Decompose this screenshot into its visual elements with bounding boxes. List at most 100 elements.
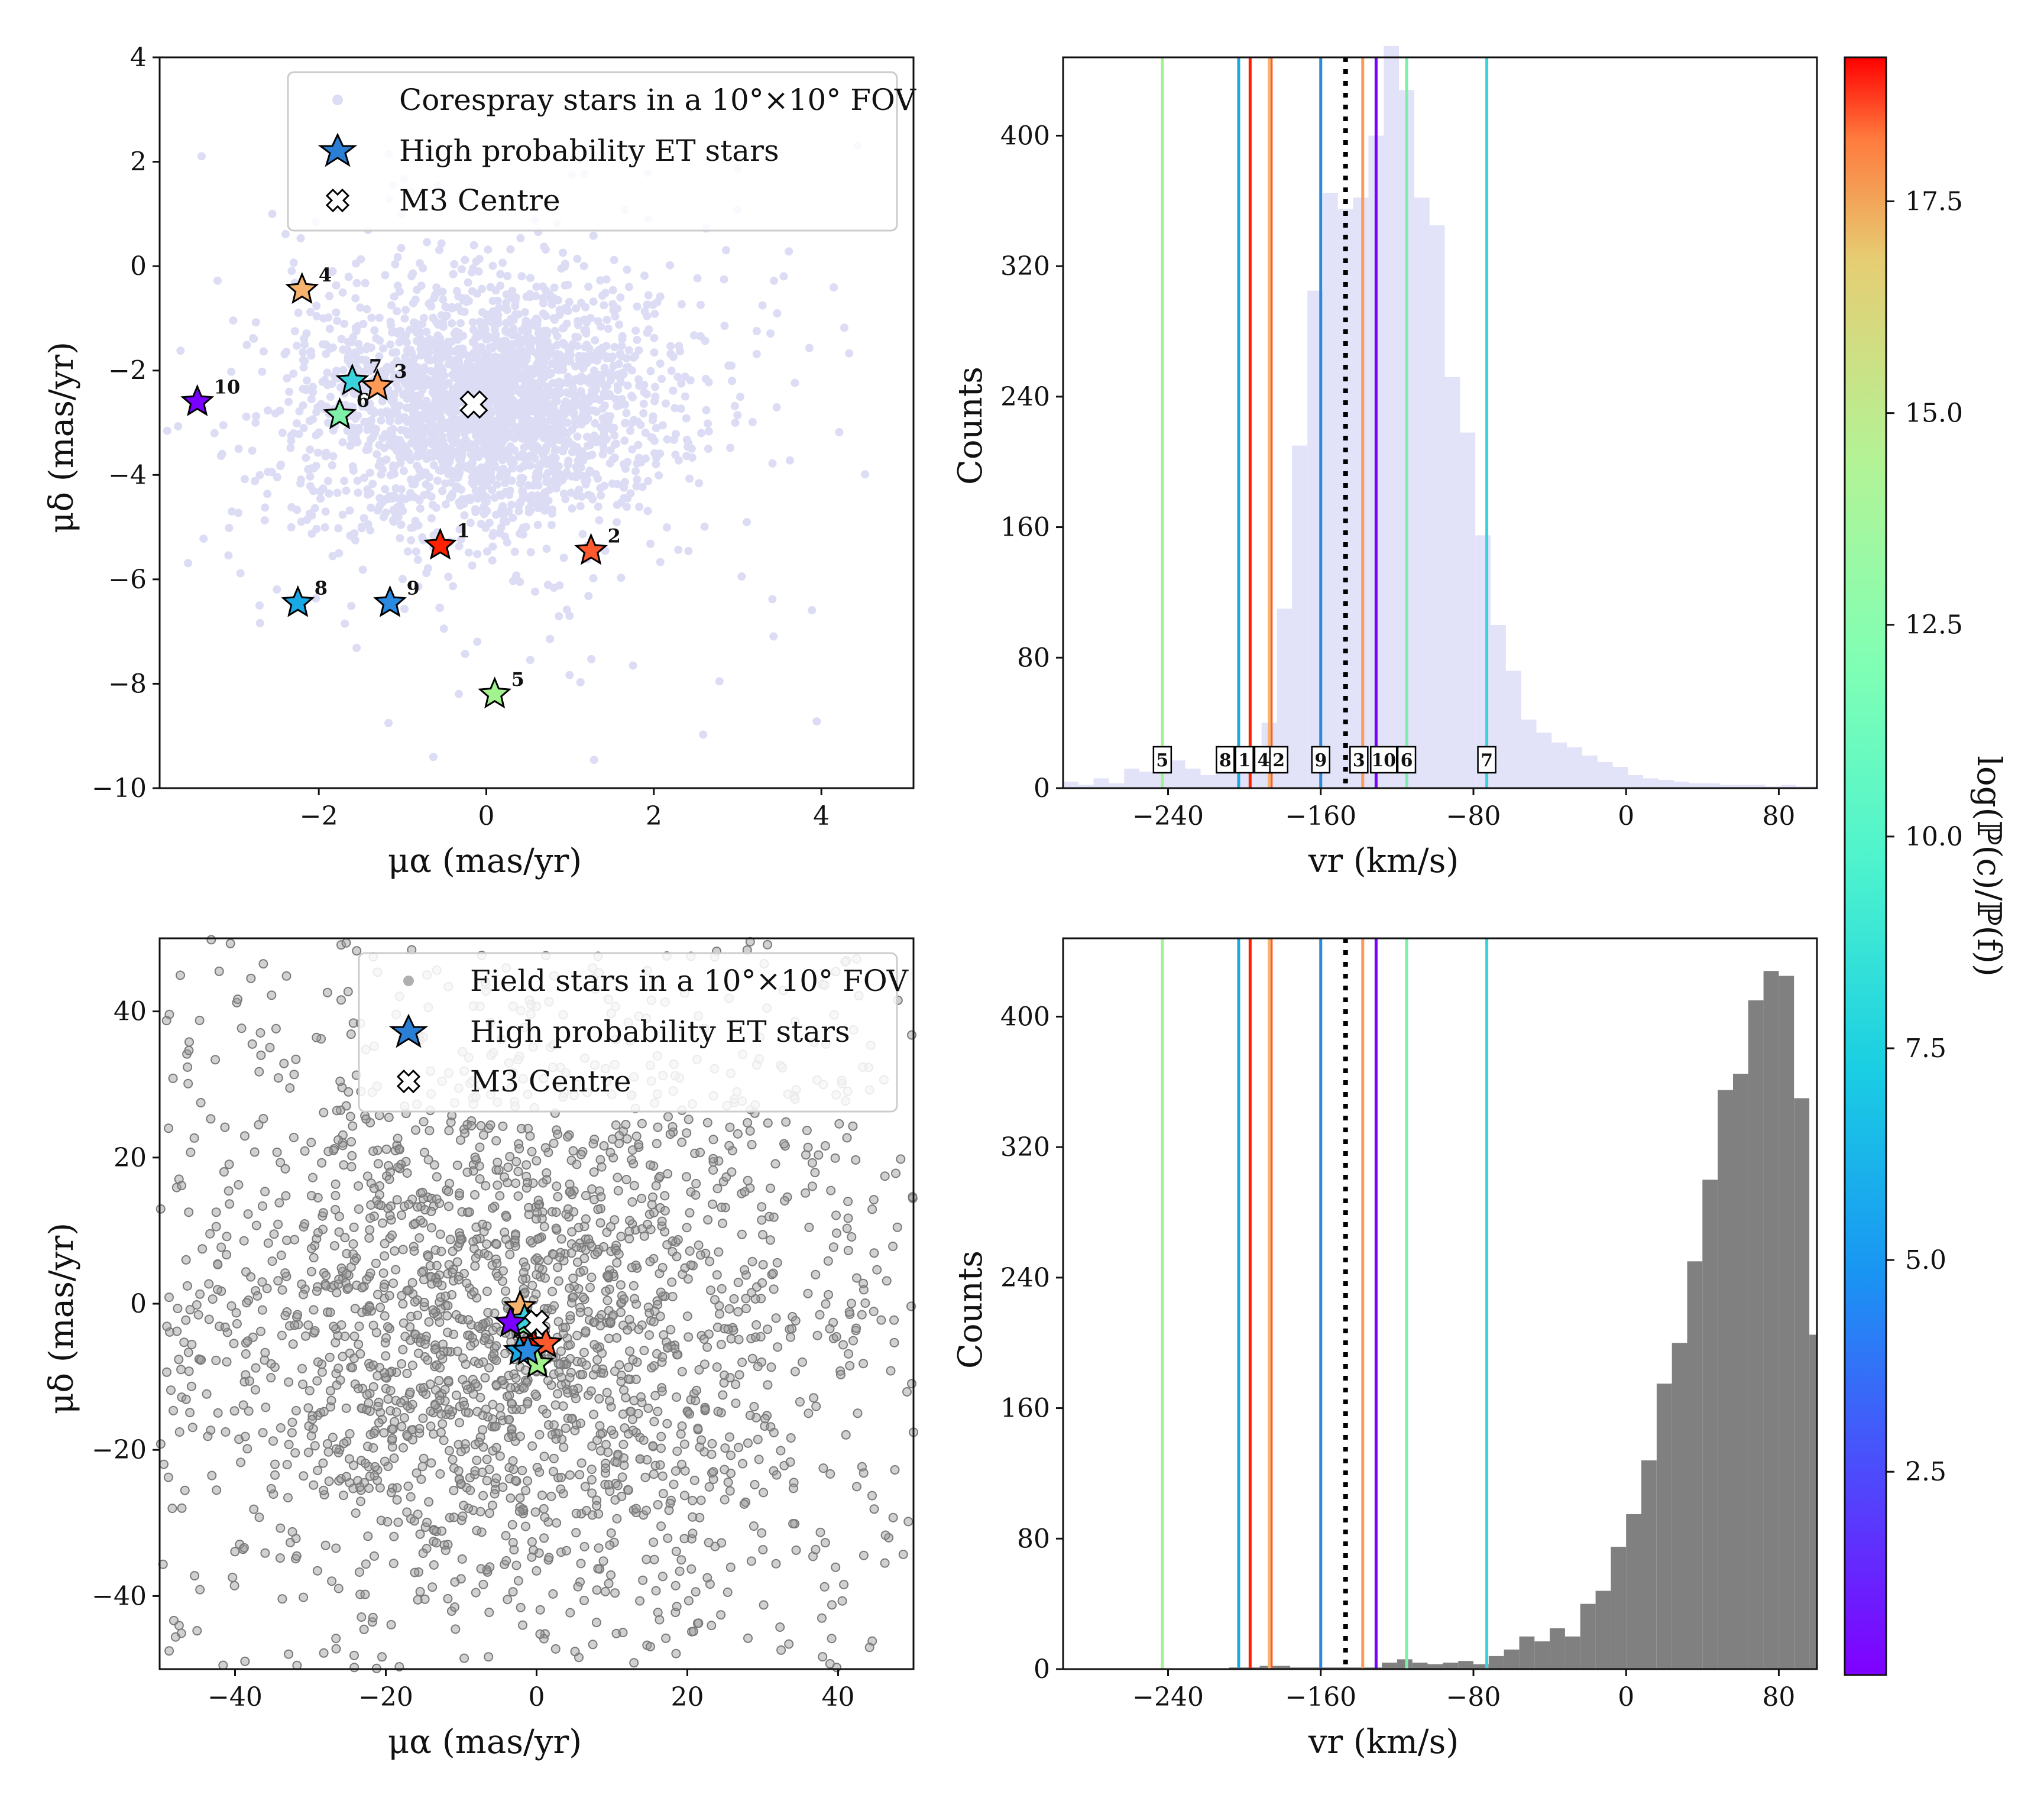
field-point <box>320 1540 331 1550</box>
field-point <box>845 1360 855 1371</box>
field-point <box>455 1235 465 1245</box>
field-point <box>181 1394 191 1404</box>
corespray-point <box>414 582 423 591</box>
field-point <box>183 1347 193 1358</box>
field-point <box>440 1546 451 1556</box>
y-tick-label: −4 <box>108 460 147 490</box>
field-point <box>177 1503 187 1513</box>
corespray-point <box>345 427 354 436</box>
field-point <box>352 946 362 956</box>
field-point <box>234 1180 244 1190</box>
corespray-point <box>681 392 689 401</box>
field-point <box>387 1434 397 1443</box>
field-point <box>758 1545 768 1554</box>
field-point <box>397 1421 407 1431</box>
field-point <box>516 1602 526 1612</box>
field-point <box>418 1548 428 1558</box>
field-point <box>346 1162 357 1172</box>
corespray-point <box>496 270 505 278</box>
field-point <box>399 1413 409 1423</box>
field-point <box>513 1167 523 1177</box>
corespray-point <box>338 438 347 447</box>
field-point <box>462 1278 472 1288</box>
field-point <box>625 1346 635 1356</box>
field-point <box>616 1280 626 1290</box>
field-point <box>242 1336 252 1346</box>
field-point <box>501 1556 511 1566</box>
corespray-point <box>488 296 497 305</box>
field-point <box>290 1235 300 1245</box>
corespray-point <box>521 393 530 402</box>
corespray-point <box>277 460 286 469</box>
field-point <box>673 1235 683 1245</box>
field-point <box>331 1369 341 1379</box>
field-point <box>578 1369 588 1379</box>
field-point <box>686 1260 696 1270</box>
corespray-point <box>468 440 477 449</box>
field-point <box>467 1320 477 1330</box>
corespray-point <box>449 270 458 278</box>
corespray-point <box>306 307 315 316</box>
field-point <box>240 1131 250 1141</box>
field-point <box>688 1627 698 1637</box>
y-tick-label: −10 <box>92 773 147 804</box>
y-tick-label: −2 <box>108 356 147 386</box>
field-point <box>251 1363 261 1373</box>
field-point <box>565 1311 575 1321</box>
field-point <box>267 990 277 1000</box>
corespray-point <box>452 355 461 364</box>
field-point <box>734 1334 744 1345</box>
legend: Corespray stars in a 10°×10° FOV High pr… <box>287 71 916 232</box>
field-point <box>699 1334 709 1344</box>
field-point <box>532 1156 542 1166</box>
corespray-point <box>484 451 493 460</box>
corespray-point <box>653 298 662 307</box>
field-point <box>362 1275 372 1285</box>
field-point <box>568 1385 578 1395</box>
field-point <box>379 1282 389 1292</box>
corespray-point <box>506 442 515 451</box>
field-point <box>166 1385 176 1395</box>
corespray-point <box>606 446 615 455</box>
et-star-label-1: 1 <box>457 519 470 542</box>
field-point <box>579 1253 589 1264</box>
corespray-point <box>299 424 308 432</box>
corespray-point <box>538 282 547 291</box>
field-point <box>354 1339 364 1349</box>
field-point <box>803 1142 813 1152</box>
field-point <box>798 1357 807 1367</box>
field-point <box>664 1505 674 1515</box>
field-point <box>581 1360 591 1370</box>
field-point <box>274 1198 284 1208</box>
field-point <box>819 1582 830 1592</box>
corespray-point <box>495 422 504 430</box>
field-point <box>291 1551 302 1561</box>
field-point <box>527 1281 537 1291</box>
corespray-point <box>621 478 629 487</box>
corespray-point <box>349 466 358 475</box>
field-point <box>371 1258 381 1268</box>
field-point <box>383 1322 393 1332</box>
corespray-point <box>422 414 430 423</box>
x-axis-label: μα (mas/yr) <box>388 842 582 880</box>
field-point <box>753 1362 763 1372</box>
corespray-point <box>840 323 848 332</box>
corespray-point <box>633 335 642 344</box>
corespray-point <box>682 452 691 461</box>
field-point <box>514 1507 524 1517</box>
corespray-point <box>631 466 640 475</box>
corespray-point <box>403 547 412 556</box>
field-point <box>218 1660 228 1670</box>
corespray-point <box>227 367 236 376</box>
corespray-point <box>589 297 598 306</box>
field-point <box>481 1181 491 1191</box>
corespray-point <box>643 300 652 309</box>
corespray-point <box>367 344 375 352</box>
field-point <box>669 1479 679 1489</box>
field-point <box>286 1538 295 1547</box>
field-point <box>339 1439 349 1449</box>
field-point <box>483 1250 493 1261</box>
field-point <box>743 1438 753 1448</box>
corespray-point <box>197 152 206 161</box>
field-point <box>733 1307 743 1317</box>
